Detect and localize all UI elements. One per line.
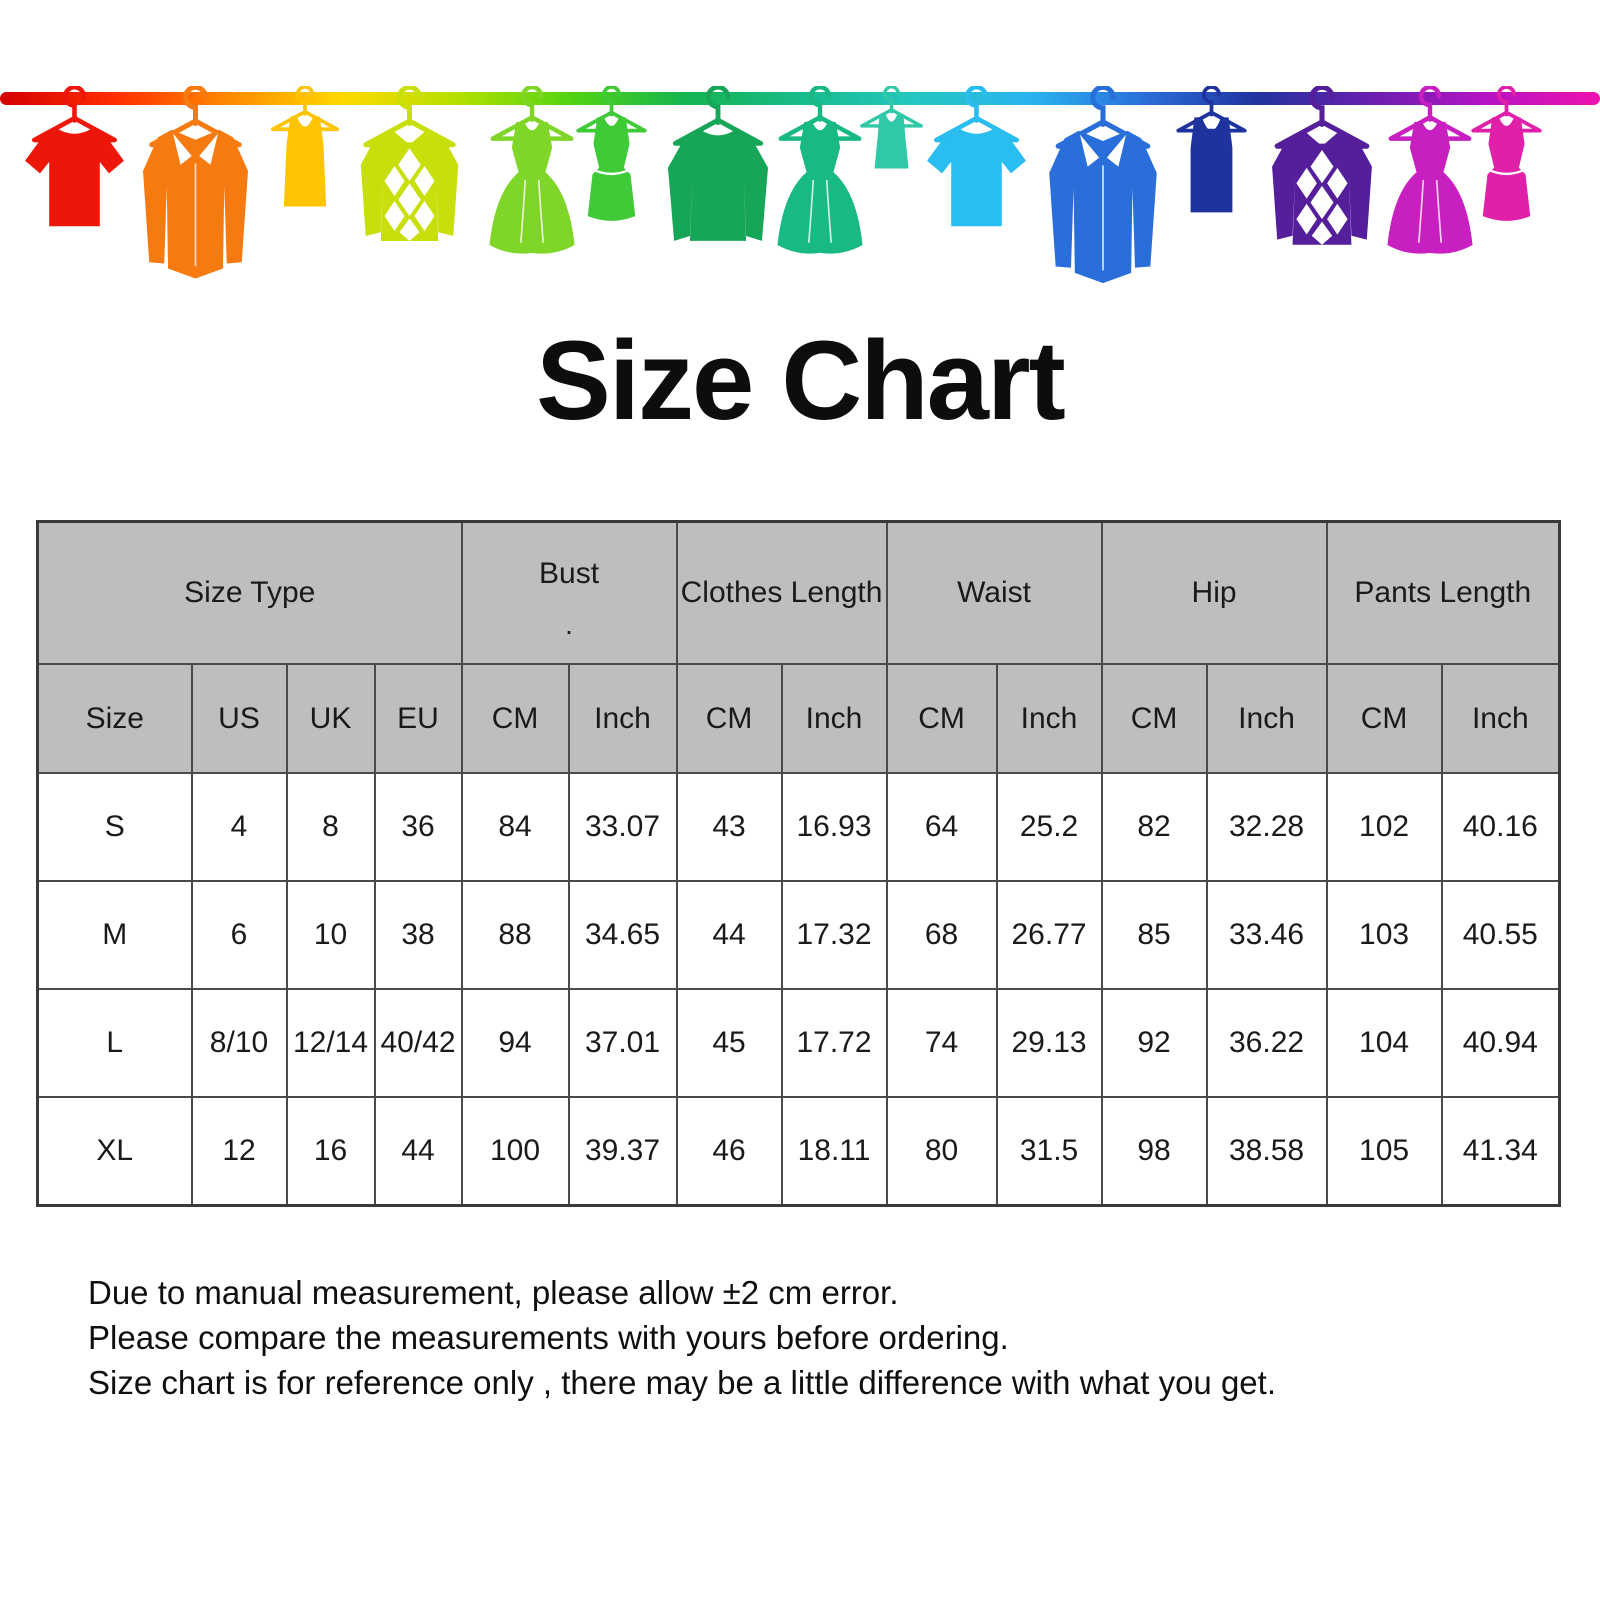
sub-header-cell: Inch bbox=[1205, 663, 1328, 774]
value-cell: 29.13 bbox=[995, 988, 1103, 1098]
value-cell: 100 bbox=[460, 1096, 570, 1207]
size-cell: XL bbox=[36, 1096, 193, 1207]
value-cell: 18.11 bbox=[780, 1096, 888, 1207]
size-cell: L bbox=[36, 988, 193, 1098]
size-cell: M bbox=[36, 880, 193, 990]
note-line: Please compare the measurements with you… bbox=[88, 1319, 1009, 1356]
sub-header-cell: CM bbox=[675, 663, 783, 774]
sub-header-cell: EU bbox=[373, 663, 463, 774]
value-cell: 40/42 bbox=[373, 988, 463, 1098]
value-cell: 84 bbox=[460, 772, 570, 882]
value-cell: 105 bbox=[1325, 1096, 1443, 1207]
group-header-cell: Pants Length bbox=[1325, 520, 1561, 665]
cyan-tshirt-icon bbox=[919, 86, 1034, 282]
value-cell: 12/14 bbox=[285, 988, 376, 1098]
group-header-cell: Waist bbox=[885, 520, 1103, 665]
value-cell: 17.72 bbox=[780, 988, 888, 1098]
value-cell: 82 bbox=[1100, 772, 1208, 882]
sub-header-cell: Inch bbox=[1440, 663, 1561, 774]
value-cell: 16.93 bbox=[780, 772, 888, 882]
note-line: Size chart is for reference only , there… bbox=[88, 1364, 1276, 1401]
sub-header-cell: Inch bbox=[567, 663, 678, 774]
value-cell: 32.28 bbox=[1205, 772, 1328, 882]
value-cell: 16 bbox=[285, 1096, 376, 1207]
value-cell: 38.58 bbox=[1205, 1096, 1328, 1207]
lime-argyle-sweater-icon bbox=[347, 86, 472, 299]
value-cell: 104 bbox=[1325, 988, 1443, 1098]
value-cell: 46 bbox=[675, 1096, 783, 1207]
orange-shirt-icon bbox=[133, 86, 258, 299]
value-cell: 98 bbox=[1100, 1096, 1208, 1207]
page-title: Size Chart bbox=[536, 318, 1066, 443]
group-header-cell: Clothes Length bbox=[675, 520, 888, 665]
value-cell: 12 bbox=[190, 1096, 288, 1207]
value-cell: 41.34 bbox=[1440, 1096, 1561, 1207]
value-cell: 94 bbox=[460, 988, 570, 1098]
sub-header-cell: CM bbox=[460, 663, 570, 774]
value-cell: 43 bbox=[675, 772, 783, 882]
pink-tank-dress-icon bbox=[1459, 86, 1554, 248]
value-cell: 25.2 bbox=[995, 772, 1103, 882]
red-tshirt-icon bbox=[17, 86, 132, 282]
value-cell: 68 bbox=[885, 880, 998, 990]
yellow-tank-dress-icon bbox=[259, 86, 351, 242]
sub-header-cell: CM bbox=[1100, 663, 1208, 774]
value-cell: 17.32 bbox=[780, 880, 888, 990]
sub-header-cell: Size bbox=[36, 663, 193, 774]
value-cell: 103 bbox=[1325, 880, 1443, 990]
value-cell: 8 bbox=[285, 772, 376, 882]
sub-header-cell: CM bbox=[1325, 663, 1443, 774]
value-cell: 36.22 bbox=[1205, 988, 1328, 1098]
navy-tank-dress-icon bbox=[1164, 86, 1259, 248]
note-line: Due to manual measurement, please allow … bbox=[88, 1274, 899, 1311]
sub-header-cell: UK bbox=[285, 663, 376, 774]
purple-argyle-sweater-icon bbox=[1258, 86, 1386, 304]
value-cell: 102 bbox=[1325, 772, 1443, 882]
blue-shirt-icon bbox=[1039, 86, 1167, 304]
value-cell: 85 bbox=[1100, 880, 1208, 990]
value-cell: 80 bbox=[885, 1096, 998, 1207]
table-row: L 8/10 12/14 40/42 94 37.01 45 17.72 74 29.13 92 36… bbox=[36, 988, 1561, 1098]
sub-header-cell: Inch bbox=[995, 663, 1103, 774]
value-cell: 33.46 bbox=[1205, 880, 1328, 990]
value-cell: 44 bbox=[373, 1096, 463, 1207]
sub-header-cell: CM bbox=[885, 663, 998, 774]
value-cell: 10 bbox=[285, 880, 376, 990]
value-cell: 40.16 bbox=[1440, 772, 1561, 882]
group-header-cell: Bust. bbox=[460, 520, 678, 665]
group-header-cell: Size Type bbox=[36, 520, 463, 665]
value-cell: 6 bbox=[190, 880, 288, 990]
value-cell: 38 bbox=[373, 880, 463, 990]
value-cell: 64 bbox=[885, 772, 998, 882]
value-cell: 26.77 bbox=[995, 880, 1103, 990]
table-row: M 6 10 38 88 34.65 44 17.32 68 26.77 85 33.46 103 40.… bbox=[36, 880, 1561, 990]
value-cell: 74 bbox=[885, 988, 998, 1098]
value-cell: 92 bbox=[1100, 988, 1208, 1098]
notes: Due to manual measurement, please allow … bbox=[88, 1270, 1276, 1405]
table-row: XL 12 16 44 100 39.37 46 18.11 80 31.5 98 38.58 105 4… bbox=[36, 1096, 1561, 1207]
group-header-cell: Hip bbox=[1100, 520, 1328, 665]
value-cell: 40.55 bbox=[1440, 880, 1561, 990]
value-cell: 4 bbox=[190, 772, 288, 882]
value-cell: 45 bbox=[675, 988, 783, 1098]
value-cell: 37.01 bbox=[567, 988, 678, 1098]
value-cell: 36 bbox=[373, 772, 463, 882]
value-cell: 39.37 bbox=[567, 1096, 678, 1207]
value-cell: 40.94 bbox=[1440, 988, 1561, 1098]
clothesline-banner bbox=[0, 0, 1600, 300]
green-fitted-dress-icon bbox=[564, 86, 659, 248]
value-cell: 44 bbox=[675, 880, 783, 990]
value-cell: 33.07 bbox=[567, 772, 678, 882]
table-row: S 4 8 36 84 33.07 43 16.93 64 25.2 82 32.28 102 40.16 bbox=[36, 772, 1561, 882]
size-cell: S bbox=[36, 772, 193, 882]
sub-header-cell: US bbox=[190, 663, 288, 774]
value-cell: 31.5 bbox=[995, 1096, 1103, 1207]
sub-header-cell: Inch bbox=[780, 663, 888, 774]
value-cell: 8/10 bbox=[190, 988, 288, 1098]
size-table: Size Type Bust. Clothes Length Waist Hip Pant… bbox=[36, 520, 1562, 1207]
value-cell: 88 bbox=[460, 880, 570, 990]
value-cell: 34.65 bbox=[567, 880, 678, 990]
green-sweater-icon bbox=[657, 86, 779, 293]
